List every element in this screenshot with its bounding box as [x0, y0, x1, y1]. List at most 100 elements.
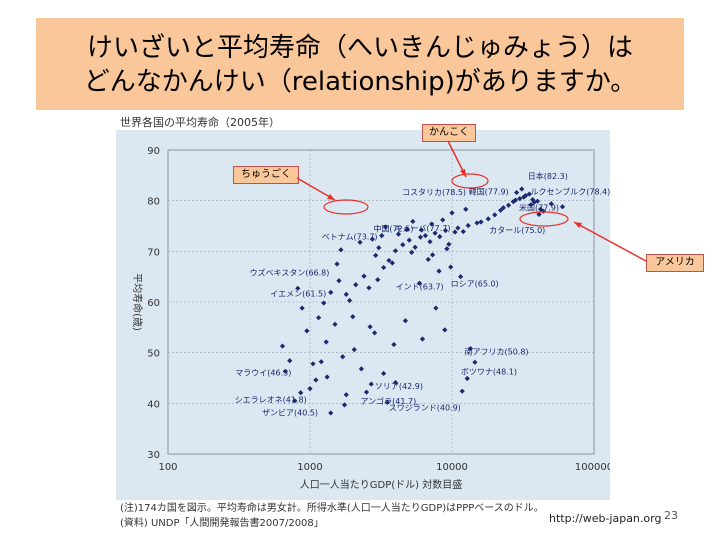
y-tick-label: 70 [147, 247, 160, 258]
footnote-2: (資料) UNDP「人間開発報告書2007/2008」 [120, 518, 324, 529]
data-point [417, 234, 424, 240]
point-annotation: アンゴラ(41.7) [361, 396, 417, 406]
point-annotation: ウズベキスタン(66.8) [250, 268, 330, 278]
data-point [358, 366, 364, 372]
data-point [375, 277, 381, 283]
data-point [282, 368, 288, 375]
point-annotation: インド(63.7) [396, 283, 444, 292]
data-point [449, 210, 455, 216]
data-point [373, 252, 379, 258]
data-point [463, 206, 469, 212]
data-point [528, 202, 534, 208]
data-point [395, 231, 402, 237]
point-annotation: ロシア(65.0) [451, 280, 499, 289]
data-point [537, 206, 544, 212]
x-tick-label: 1000 [297, 462, 322, 473]
data-point [381, 370, 387, 377]
data-point [548, 201, 554, 207]
data-point [409, 249, 415, 255]
point-annotation: 米国(77.9) [519, 202, 559, 212]
x-tick-label: 100 [158, 462, 177, 473]
data-point [406, 237, 412, 243]
point-annotation: ソリア(42.9) [375, 382, 423, 391]
data-point [465, 222, 471, 229]
data-point [485, 216, 491, 222]
slide-title-box: けいざいと平均寿命（へいきんじゅみょう）は どんなかんけい（relationsh… [36, 18, 684, 110]
data-point [366, 285, 372, 291]
data-point [419, 336, 426, 342]
data-point [298, 390, 304, 396]
callout-usa: アメリカ [646, 254, 704, 272]
data-point [369, 236, 375, 242]
data-point [512, 197, 519, 203]
point-annotation: シエラレオネ(41.8) [235, 396, 307, 405]
data-point [460, 228, 466, 235]
y-tick-label: 60 [147, 298, 160, 309]
data-point [534, 198, 541, 204]
data-point [429, 252, 436, 258]
slide-title-line-2: どんなかんけい（relationship)がありますか。 [83, 67, 637, 97]
x-axis-label: 人口一人当たりGDP(ドル) 対数目盛 [300, 478, 462, 491]
data-point [442, 327, 448, 333]
point-annotation: キューバ(77.7) [394, 224, 450, 233]
data-point [304, 328, 310, 334]
data-point [328, 410, 334, 416]
data-point [307, 386, 313, 392]
data-point [446, 241, 452, 247]
data-point [429, 221, 435, 227]
data-point [410, 218, 416, 225]
data-point [498, 207, 504, 213]
scatter-chart: 30 40 50 60 70 80 90 100 1000 10000 100000 日本(82.3)… [116, 130, 610, 500]
callout-korea: かんこく [422, 124, 476, 142]
data-point [442, 227, 449, 234]
y-tick-label: 90 [147, 146, 160, 157]
y-axis-label: 平均寿命(歳) [131, 273, 144, 331]
page-number: 23 [664, 509, 678, 522]
slide-title-line-1: けいざいと平均寿命（へいきんじゅみょう）は [86, 33, 633, 63]
data-point [341, 402, 348, 408]
data-point [474, 220, 480, 226]
data-point [376, 245, 382, 251]
source-url: http://web-japan.org [549, 512, 662, 525]
footnote-1: (注)174カ国を図示。平均寿命は男女計。所得水準(人口一人当たりGDP)はPP… [120, 503, 544, 514]
data-point [382, 224, 389, 230]
point-annotation: 日本(82.3) [528, 171, 568, 181]
data-point [521, 194, 527, 200]
data-point [392, 379, 399, 386]
point-annotation: ザンビア(40.5) [262, 408, 318, 417]
point-annotation: イエメン(61.5) [270, 289, 326, 298]
data-point [526, 191, 532, 197]
data-point [437, 234, 443, 240]
data-point [384, 399, 390, 405]
point-annotation: ベトナム(73.7) [322, 233, 378, 242]
data-point [392, 248, 399, 254]
data-point [425, 256, 431, 263]
chart-caption: 世界各国の平均寿命（2005年） [120, 116, 280, 129]
data-point [400, 242, 406, 248]
data-point [523, 193, 529, 199]
data-point [455, 225, 461, 231]
data-point [517, 196, 523, 202]
point-annotation: コスタリカ(78.5) [402, 188, 466, 197]
y-tick-label: 30 [147, 450, 160, 461]
data-point [505, 202, 512, 208]
data-point [559, 204, 566, 210]
x-tick-label: 10000 [436, 462, 468, 473]
data-point [427, 239, 433, 245]
data-point [436, 268, 442, 274]
data-point [346, 297, 353, 304]
y-tick-label: 50 [147, 349, 160, 360]
data-point [328, 289, 334, 295]
data-point [412, 244, 418, 250]
data-point [444, 246, 450, 252]
data-point [452, 229, 458, 235]
point-annotation: マラウイ(46.3) [235, 368, 291, 377]
data-point [540, 208, 546, 214]
data-point [500, 205, 506, 211]
point-annotation: スワジランド(40.9) [389, 403, 461, 412]
data-point [433, 305, 439, 311]
point-annotation: 中国(72.5) [373, 224, 413, 234]
data-point [422, 233, 429, 239]
data-point [287, 358, 293, 364]
point-annotation: 韓国(77.9) [469, 186, 509, 196]
